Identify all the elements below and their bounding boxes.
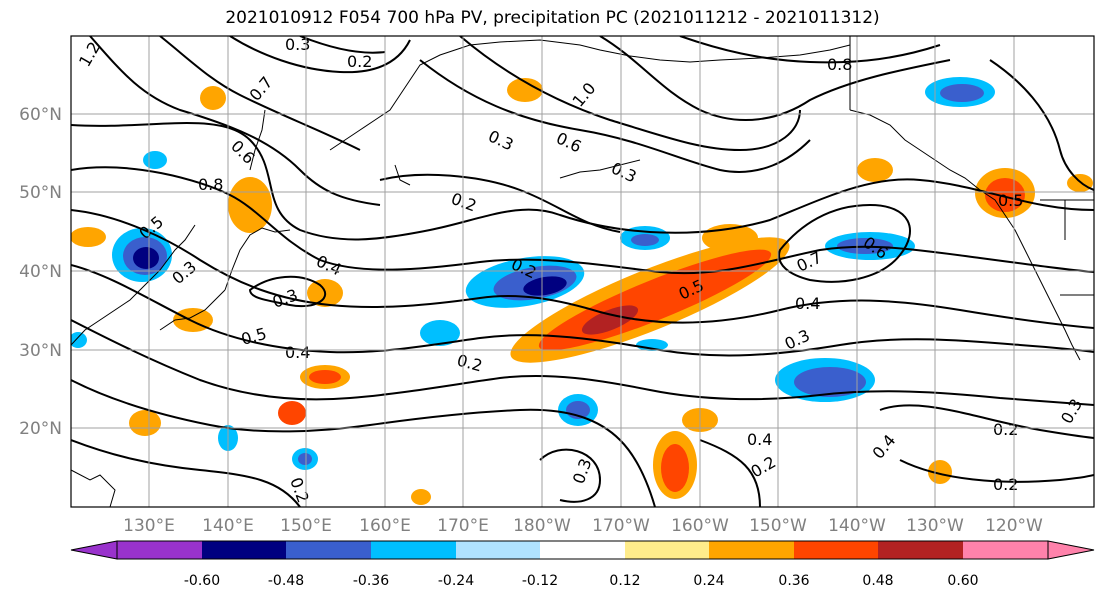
map-frame xyxy=(70,35,1095,508)
colorbar-segment xyxy=(625,541,709,559)
lon-label-140e: 140°E xyxy=(202,516,254,536)
colorbar-tick-label: 0.24 xyxy=(693,573,724,589)
lon-label-180w: 180°W xyxy=(513,516,571,536)
precip-shading xyxy=(71,77,1093,505)
colorbar-segment xyxy=(540,541,625,559)
colorbar-tick-label: 0.48 xyxy=(862,573,893,589)
figure-title: 2021010912 F054 700 hPa PV, precipitatio… xyxy=(225,8,880,28)
contour-label: 0.2 xyxy=(347,52,372,71)
colorbar-low-extension xyxy=(70,540,118,560)
lon-label-150e: 150°E xyxy=(280,516,332,536)
lon-label-130w: 130°W xyxy=(906,516,964,536)
map-content: 1.2 0.3 0.2 0.7 1.0 0.6 0.8 0.3 0.6 0.3 … xyxy=(71,35,1094,507)
colorbar-outline xyxy=(116,540,1049,560)
colorbar-tick-label: -0.12 xyxy=(522,573,558,589)
latitude-labels: 60°N 50°N 40°N 30°N 20°N xyxy=(19,105,62,439)
contour-label: 0.2 xyxy=(993,420,1018,439)
contour-label: 0.4 xyxy=(285,343,310,362)
lon-label-120w: 120°W xyxy=(985,516,1043,536)
lat-label-20n: 20°N xyxy=(19,419,62,439)
contour-label: 0.4 xyxy=(795,294,820,313)
graticule xyxy=(71,36,1094,507)
colorbar-tick-label: 0.12 xyxy=(609,573,640,589)
lon-label-160w: 160°W xyxy=(671,516,729,536)
colorbar-segment xyxy=(202,541,286,559)
colorbar-tick-label: 0.36 xyxy=(778,573,809,589)
colorbar-tick-label: -0.36 xyxy=(353,573,389,589)
pv-contours xyxy=(71,36,1094,507)
longitude-labels: 130°E 140°E 150°E 160°E 170°E 180°W 170°… xyxy=(123,516,1043,536)
colorbar-segment xyxy=(117,541,202,559)
contour-label: 0.8 xyxy=(198,175,223,194)
contour-label: 0.5 xyxy=(998,191,1023,210)
colorbar-tick-label: -0.24 xyxy=(438,573,474,589)
lat-label-60n: 60°N xyxy=(19,105,62,125)
colorbar: -0.60 -0.48 -0.36 -0.24 -0.12 0.12 0.24 … xyxy=(70,540,1095,589)
coastlines xyxy=(71,36,1094,507)
colorbar-segment xyxy=(794,541,878,559)
colorbar-high-extension xyxy=(1047,540,1095,560)
lon-label-170e: 170°E xyxy=(437,516,489,536)
contour-label: 0.8 xyxy=(827,55,852,74)
lat-label-40n: 40°N xyxy=(19,262,62,282)
colorbar-tick-label: -0.60 xyxy=(184,573,220,589)
lon-label-160e: 160°E xyxy=(359,516,411,536)
contour-label: 0.2 xyxy=(993,475,1018,494)
lat-label-30n: 30°N xyxy=(19,341,62,361)
contour-label: 0.3 xyxy=(285,35,310,54)
colorbar-segment xyxy=(878,541,963,559)
lon-label-170w: 170°W xyxy=(592,516,650,536)
contour-label: 0.4 xyxy=(747,430,772,449)
colorbar-segment xyxy=(709,541,794,559)
lon-label-130e: 130°E xyxy=(123,516,175,536)
colorbar-segment xyxy=(963,541,1048,559)
lat-label-50n: 50°N xyxy=(19,183,62,203)
lon-label-150w: 150°W xyxy=(749,516,807,536)
colorbar-tick-label: -0.48 xyxy=(268,573,304,589)
colorbar-tick-label: 0.60 xyxy=(947,573,978,589)
colorbar-segment xyxy=(286,541,371,559)
colorbar-segment xyxy=(371,541,456,559)
colorbar-segment xyxy=(456,541,540,559)
lon-label-140w: 140°W xyxy=(828,516,886,536)
